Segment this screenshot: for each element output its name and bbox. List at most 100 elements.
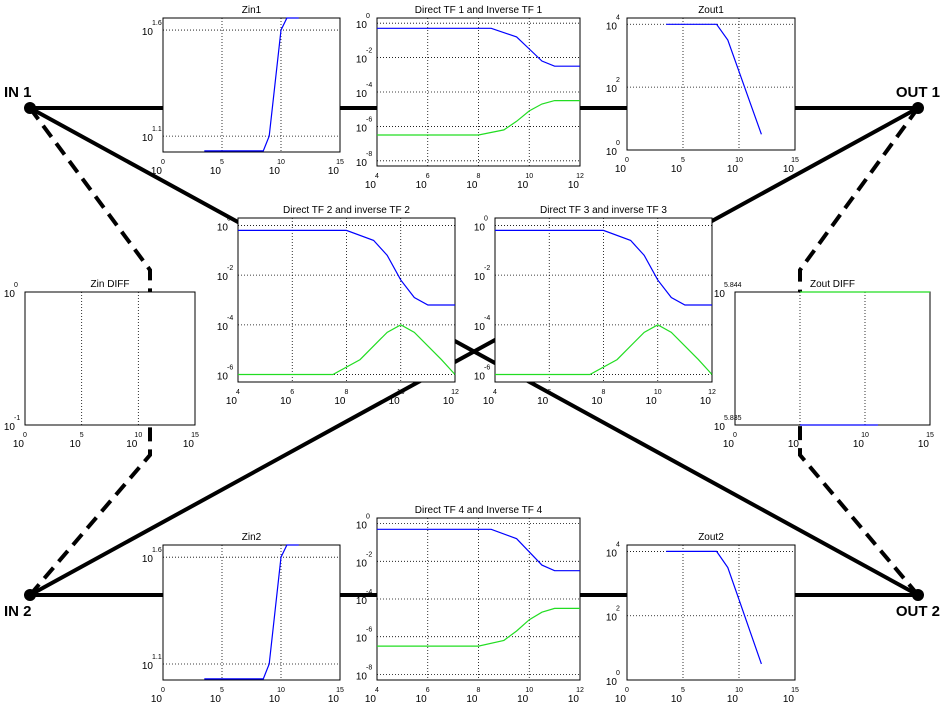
tick-base: 10 — [334, 396, 346, 407]
plot-area — [162, 544, 341, 681]
tick-base: 10 — [183, 439, 195, 450]
node-label: IN 1 — [4, 84, 32, 101]
tick-base: 10 — [356, 123, 368, 134]
plot-title: Direct TF 3 and inverse TF 3 — [540, 205, 667, 216]
tick-base: 10 — [591, 396, 603, 407]
tick-base: 10 — [443, 396, 455, 407]
tick-base: 10 — [269, 166, 281, 177]
x-tick-label: 10 — [277, 159, 285, 166]
y-tick-label: -4 — [366, 589, 372, 596]
curve — [238, 229, 455, 306]
tick-base: 10 — [210, 694, 222, 705]
tick-base: 10 — [671, 694, 683, 705]
tick-base: 10 — [142, 27, 154, 38]
x-tick-label: 5 — [681, 687, 685, 694]
plot-title: Zout DIFF — [810, 279, 855, 290]
x-tick-label: 15 — [926, 432, 934, 439]
tick-base: 10 — [474, 272, 486, 283]
x-tick-label: 10 — [735, 687, 743, 694]
plot-area — [734, 291, 931, 426]
tick-base: 10 — [606, 548, 618, 559]
plot-title: Zout1 — [698, 5, 724, 16]
tick-base: 10 — [328, 694, 340, 705]
tick-base: 10 — [615, 694, 627, 705]
tick-base: 10 — [210, 166, 222, 177]
tick-base: 10 — [328, 166, 340, 177]
x-tick-label: 10 — [735, 157, 743, 164]
y-tick-label: -6 — [366, 116, 372, 123]
x-tick-label: 5 — [220, 687, 224, 694]
x-tick-label: 15 — [791, 157, 799, 164]
y-tick-label: 0 — [14, 282, 18, 289]
curve — [204, 17, 299, 152]
y-tick-label: -2 — [366, 48, 372, 55]
y-tick-label: 4 — [616, 541, 620, 548]
tick-base: 10 — [466, 180, 478, 191]
tick-base: 10 — [217, 222, 229, 233]
tick-base: 10 — [365, 180, 377, 191]
y-tick-label: 0 — [484, 215, 488, 222]
tick-base: 10 — [474, 372, 486, 383]
tick-base: 10 — [517, 180, 529, 191]
tick-base: 10 — [853, 439, 865, 450]
connection — [29, 106, 919, 597]
x-tick-label: 5 — [798, 432, 802, 439]
tick-base: 10 — [646, 396, 658, 407]
node-label: OUT 2 — [896, 603, 940, 620]
x-tick-label: 10 — [134, 432, 142, 439]
x-tick-label: 0 — [161, 687, 165, 694]
y-tick-label: -8 — [366, 664, 372, 671]
tick-base: 10 — [474, 222, 486, 233]
y-tick-label: 5.844 — [724, 282, 742, 289]
x-tick-label: 15 — [336, 159, 344, 166]
tick-base: 10 — [783, 694, 795, 705]
tick-base: 10 — [606, 21, 618, 32]
y-tick-label: 0 — [616, 140, 620, 147]
node-dot — [912, 102, 924, 114]
curve — [377, 607, 580, 647]
x-tick-label: 0 — [733, 432, 737, 439]
tick-base: 10 — [606, 84, 618, 95]
x-tick-label: 8 — [345, 389, 349, 396]
tick-base: 10 — [918, 439, 930, 450]
node-label: OUT 1 — [896, 84, 940, 101]
tick-base: 10 — [615, 164, 627, 175]
y-tick-label: -4 — [484, 315, 490, 322]
x-tick-label: 6 — [426, 687, 430, 694]
x-tick-label: 6 — [426, 173, 430, 180]
tick-base: 10 — [151, 166, 163, 177]
x-tick-label: 10 — [525, 173, 533, 180]
dashed-connection — [28, 425, 152, 597]
tick-base: 10 — [788, 439, 800, 450]
tick-base: 10 — [70, 439, 82, 450]
plot-title: Direct TF 2 and inverse TF 2 — [283, 205, 410, 216]
y-tick-label: -6 — [227, 365, 233, 372]
curve — [377, 100, 580, 136]
tick-base: 10 — [356, 158, 368, 169]
y-tick-label: 2 — [616, 606, 620, 613]
plot-area — [626, 544, 796, 681]
x-tick-label: 6 — [290, 389, 294, 396]
tick-base: 10 — [568, 694, 580, 705]
tick-base: 10 — [466, 694, 478, 705]
tick-base: 10 — [356, 558, 368, 569]
x-tick-label: 12 — [576, 687, 584, 694]
x-tick-label: 8 — [477, 687, 481, 694]
curve — [666, 23, 762, 135]
node-dot — [24, 589, 36, 601]
tick-base: 10 — [126, 439, 138, 450]
y-tick-label: 2 — [616, 77, 620, 84]
plot-title: Direct TF 1 and Inverse TF 1 — [415, 5, 543, 16]
tick-base: 10 — [727, 694, 739, 705]
x-tick-label: 5 — [681, 157, 685, 164]
tick-base: 10 — [474, 322, 486, 333]
y-tick-label: -2 — [366, 551, 372, 558]
y-tick-label: -4 — [227, 315, 233, 322]
tick-base: 10 — [483, 396, 495, 407]
node-dot — [24, 102, 36, 114]
x-tick-label: 4 — [375, 687, 379, 694]
y-tick-label: 1.6 — [152, 20, 162, 27]
tick-base: 10 — [356, 521, 368, 532]
y-tick-label: -6 — [484, 365, 490, 372]
tick-base: 10 — [671, 164, 683, 175]
